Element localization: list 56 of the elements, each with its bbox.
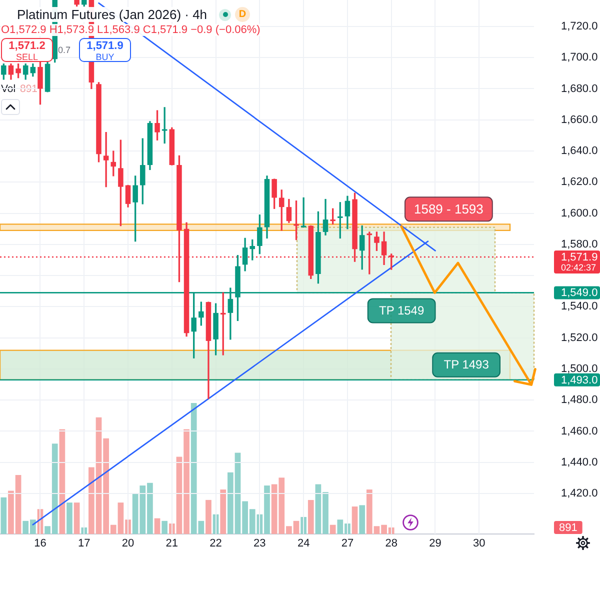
- ref-line-label: 1,549.0: [561, 287, 598, 300]
- text: Platinum Futures (Jan 2026) · 4h: [17, 7, 208, 22]
- bar: [66, 502, 72, 534]
- y-tick-label: 1,720.0: [561, 20, 598, 32]
- x-tick-label: 20: [122, 538, 134, 550]
- bar: [220, 489, 226, 534]
- x-tick-label: 16: [34, 538, 46, 550]
- sell-button: 1,571.2 SELL: [1, 38, 53, 62]
- x-tick-label: 21: [166, 538, 178, 550]
- y-tick-label: 1,500.0: [561, 363, 598, 376]
- ref-line-label: 1,571.9: [561, 252, 598, 264]
- y-tick-label: 1,540.0: [561, 300, 598, 313]
- annotation: BUY: [94, 52, 116, 62]
- bar: [74, 502, 80, 534]
- bar: [59, 429, 66, 534]
- text: 891: [559, 522, 578, 534]
- x-tick-label: 28: [385, 538, 398, 550]
- y-tick-label: 1,700.0: [561, 52, 598, 64]
- y-tick-label: 1,600.0: [561, 207, 598, 220]
- annotation: 0.7: [58, 45, 71, 56]
- y-tick-label: 1,440.0: [561, 456, 598, 468]
- annotation: TP 1493: [444, 358, 490, 372]
- bar: [359, 505, 366, 534]
- y-tick-label: 1,460.0: [561, 425, 598, 438]
- x-tick-label: 23: [254, 538, 266, 550]
- y-tick-label: 1,620.0: [561, 176, 598, 188]
- y-tick-label: 1,520.0: [561, 332, 598, 344]
- y-tick-label: 1,580.0: [561, 238, 598, 250]
- x-tick-label: 27: [341, 538, 354, 550]
- bar: [162, 520, 168, 534]
- bar: [308, 500, 314, 534]
- x-tick-label: 24: [297, 538, 310, 550]
- text: O1,572.9 H1,573.9 L1,563.9 C1,571.9 −0.9 (−0.06%): [1, 24, 260, 36]
- y-tick-label: 1,640.0: [561, 145, 598, 158]
- bar: [0, 497, 7, 534]
- annotation: 1,571.2: [8, 40, 46, 52]
- bar: [206, 500, 212, 534]
- x-tick-label: 22: [210, 538, 222, 550]
- annotation: D: [235, 7, 250, 22]
- bar: [154, 518, 160, 534]
- x-tick-label: 30: [473, 538, 486, 550]
- annotation: SELL: [14, 52, 40, 62]
- text: 02:42:37: [561, 262, 596, 273]
- annotation: TP 1549: [378, 304, 424, 318]
- y-tick-label: 1,680.0: [561, 82, 598, 95]
- x-tick-label: 17: [78, 538, 90, 550]
- annotation: 1,571.9: [86, 40, 124, 52]
- y-tick-label: 1,420.0: [561, 488, 598, 500]
- band-label: 1589 - 1593: [414, 201, 484, 216]
- ref-line-label: 1,493.0: [561, 374, 598, 386]
- y-tick-label: 1,480.0: [561, 394, 598, 406]
- x-tick-label: 29: [429, 538, 442, 550]
- y-tick-label: 1,660.0: [561, 114, 598, 126]
- buy-button: 1,571.9 BUY: [79, 38, 131, 62]
- bar: [330, 524, 336, 534]
- bar: [352, 506, 358, 534]
